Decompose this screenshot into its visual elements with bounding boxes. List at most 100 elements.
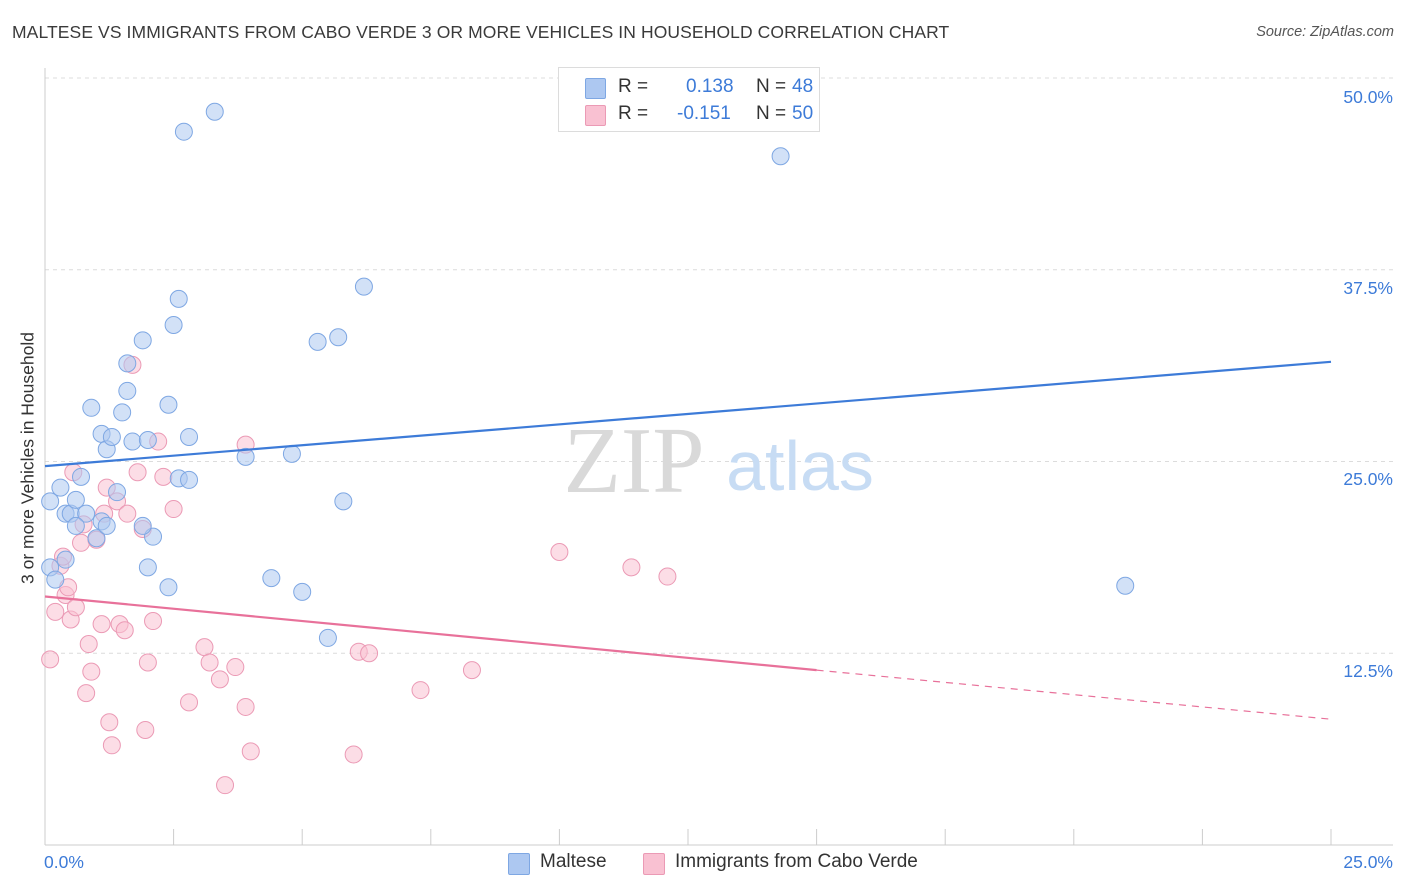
chart-title: MALTESE VS IMMIGRANTS FROM CABO VERDE 3 … <box>12 22 950 42</box>
data-point <box>51 478 70 497</box>
data-point <box>658 567 677 586</box>
data-point <box>200 653 219 672</box>
data-point <box>174 122 193 141</box>
data-point <box>100 713 119 732</box>
bottom-legend-swatch-maltese <box>508 853 530 875</box>
data-point <box>411 681 430 700</box>
data-point <box>360 644 379 663</box>
legend-r-label: R = <box>618 76 649 97</box>
watermark: ZIP atlas <box>564 409 874 513</box>
data-point <box>102 427 121 446</box>
legend-swatch-cabo-verde <box>585 105 606 126</box>
data-point <box>82 398 101 417</box>
data-point <box>236 697 255 716</box>
data-point <box>241 742 260 761</box>
data-point <box>82 662 101 681</box>
y-tick-label: 25.0% <box>1343 469 1393 489</box>
legend-n-value: 50 <box>792 103 814 124</box>
data-point <box>77 504 96 523</box>
data-point <box>123 432 142 451</box>
data-point <box>169 289 188 308</box>
y-tick-label: 37.5% <box>1343 278 1393 298</box>
bottom-legend-label-cabo-verde: Immigrants from Cabo Verde <box>675 851 918 872</box>
data-point <box>216 776 235 795</box>
data-point <box>66 490 85 509</box>
data-point <box>138 558 157 577</box>
data-point <box>118 381 137 400</box>
data-point <box>180 427 199 446</box>
legend-r-value: -0.151 <box>677 103 731 124</box>
data-point <box>550 543 569 562</box>
data-point <box>308 332 327 351</box>
data-point <box>180 470 199 489</box>
data-point <box>56 550 75 569</box>
chart-source: Source: ZipAtlas.com <box>1256 24 1394 40</box>
x-tick-label-max: 25.0% <box>1343 852 1393 872</box>
data-point <box>115 621 134 640</box>
data-point <box>108 483 127 502</box>
data-point <box>159 578 178 597</box>
data-point <box>236 447 255 466</box>
legend-r-label: R = <box>618 103 649 124</box>
data-point <box>293 582 312 601</box>
data-point <box>66 516 85 535</box>
data-point <box>462 661 481 680</box>
data-point <box>92 615 111 634</box>
data-point <box>771 147 790 166</box>
data-point <box>144 612 163 631</box>
data-point <box>622 558 641 577</box>
data-point <box>195 638 214 657</box>
data-point <box>41 650 60 669</box>
watermark-zip: ZIP <box>564 409 705 513</box>
data-point <box>1116 576 1135 595</box>
data-point <box>102 736 121 755</box>
x-tick-label-min: 0.0% <box>44 852 84 872</box>
data-point <box>136 720 155 739</box>
legend-n-label: N = <box>756 103 787 124</box>
data-point <box>318 628 337 647</box>
data-point <box>138 431 157 450</box>
data-point <box>72 467 91 486</box>
data-point <box>118 354 137 373</box>
axes <box>44 68 1393 846</box>
data-point <box>180 693 199 712</box>
data-point <box>133 516 152 535</box>
legend-r-value: 0.138 <box>686 76 734 97</box>
data-point <box>226 658 245 677</box>
cabo-verde-trend-extension <box>816 669 1332 720</box>
data-point <box>72 533 91 552</box>
data-point <box>66 598 85 617</box>
data-point <box>164 315 183 334</box>
bottom-legend-label-maltese: Maltese <box>540 851 607 872</box>
grid <box>45 77 1393 654</box>
data-point <box>344 745 363 764</box>
data-point <box>329 328 348 347</box>
legend-swatch-maltese <box>585 78 606 99</box>
bottom-legend-swatch-cabo-verde <box>643 853 665 875</box>
data-point <box>87 529 106 548</box>
data-point <box>354 277 373 296</box>
data-point <box>77 684 96 703</box>
maltese-points <box>41 102 1135 647</box>
legend-n-value: 48 <box>792 76 814 97</box>
maltese-trend-line <box>44 360 1332 468</box>
data-point <box>210 670 229 689</box>
data-point <box>46 602 65 621</box>
data-point <box>113 403 132 422</box>
trend-lines <box>44 360 1332 720</box>
data-point <box>159 395 178 414</box>
cabo-verde-trend-line <box>44 595 817 672</box>
y-axis-label: 3 or more Vehicles in Household <box>17 332 38 584</box>
stats-legend: R = 0.138 N = 48 R = -0.151 N = 50 <box>558 67 820 132</box>
data-point <box>118 504 137 523</box>
data-point <box>164 500 183 519</box>
data-point <box>154 467 173 486</box>
data-point <box>41 492 60 511</box>
data-point <box>133 331 152 350</box>
data-point <box>138 653 157 672</box>
data-point <box>205 102 224 121</box>
y-tick-label: 12.5% <box>1343 661 1393 681</box>
data-point <box>46 570 65 589</box>
watermark-atlas: atlas <box>726 427 874 505</box>
